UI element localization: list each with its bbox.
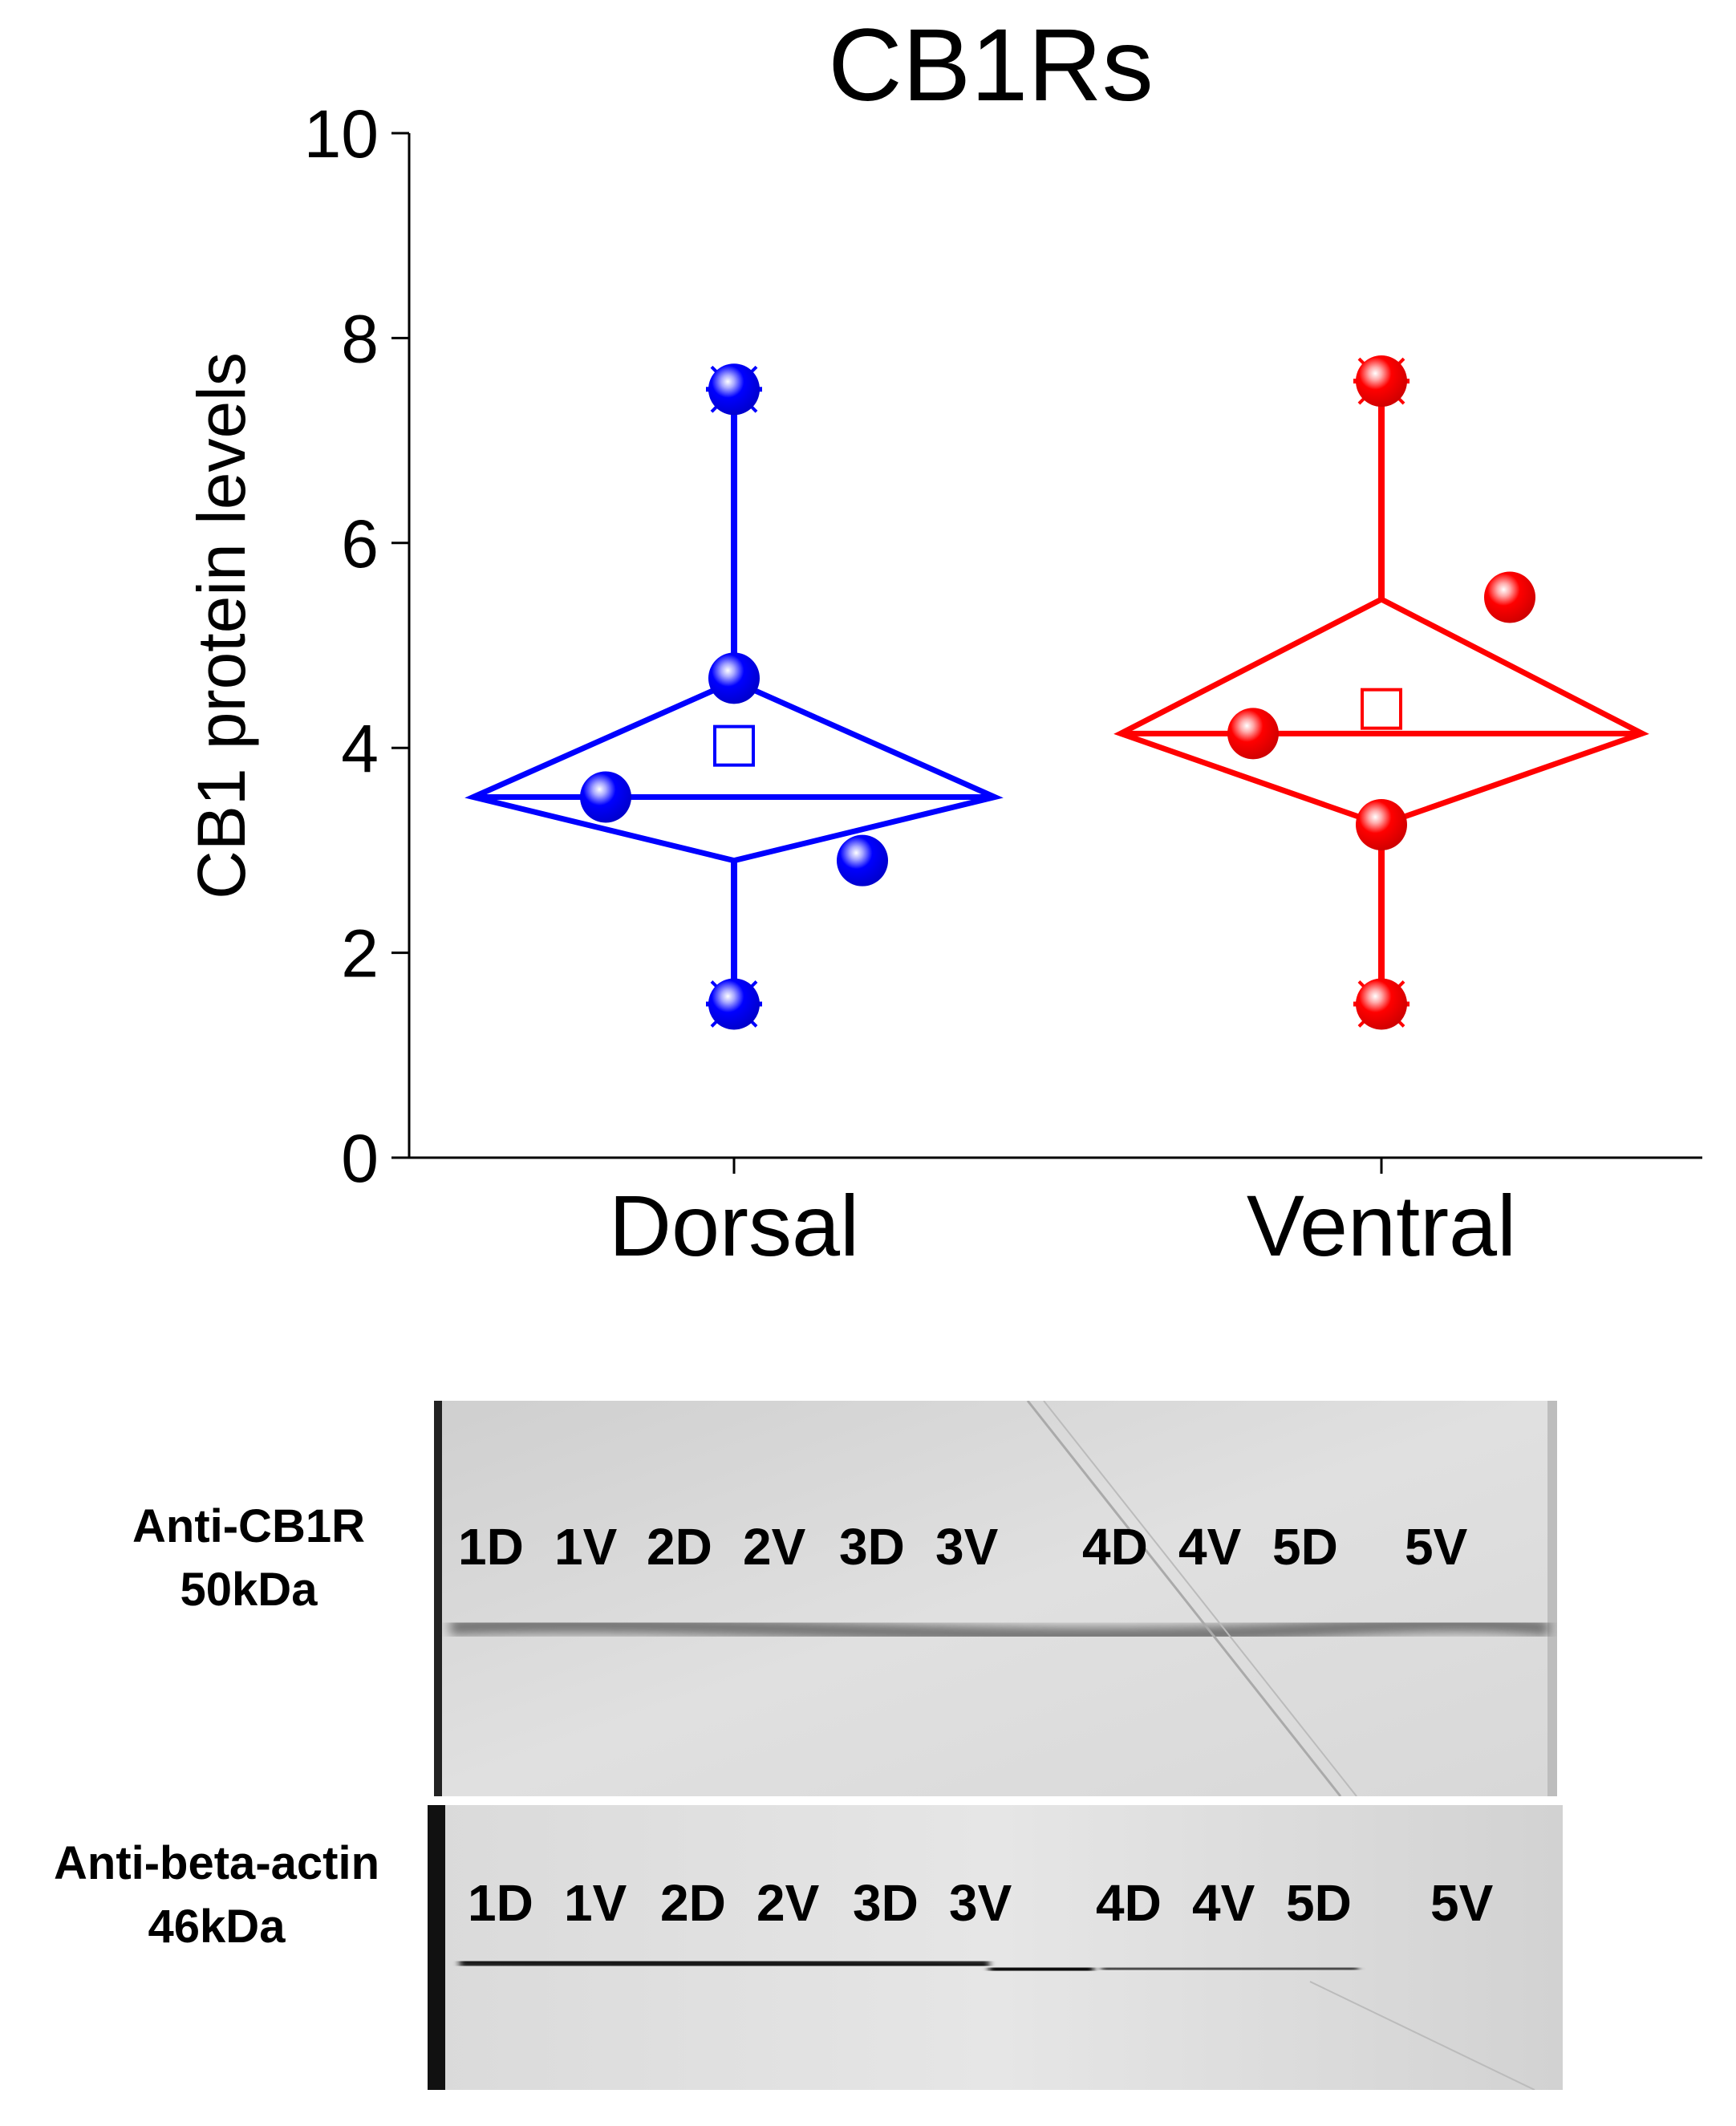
chart-title: CB1Rs — [828, 8, 1153, 123]
blot-image-actin: 1D 1V 2D 2V 3D 3V 4D 4V 5D 5V — [428, 1805, 1563, 2090]
lane-label-2v: 2V — [756, 1874, 820, 1932]
molecular-weight: 46kDa — [148, 1900, 286, 1953]
lane-label-5d: 5D — [1272, 1518, 1338, 1576]
lane-label-3v: 3V — [949, 1874, 1012, 1932]
data-point — [1484, 571, 1535, 623]
y-tick-label: 6 — [341, 506, 379, 582]
data-point — [708, 363, 760, 416]
blot-image-cb1r: 1D 1V 2D 2V 3D 3V 4D 4V 5D 5V — [434, 1401, 1557, 1796]
lane-label-4v: 4V — [1192, 1874, 1255, 1932]
y-tick-label: 2 — [341, 916, 379, 992]
x-tick-label: Dorsal — [609, 1177, 859, 1274]
plot-area — [464, 355, 1649, 1030]
lane-label-4d: 4D — [1082, 1518, 1148, 1576]
lane-label-5v: 5V — [1405, 1518, 1468, 1576]
y-tick-label: 8 — [341, 301, 379, 376]
data-point — [708, 652, 760, 704]
y-tick-label: 0 — [341, 1121, 379, 1196]
data-point — [1356, 355, 1407, 408]
axes: 0 2 4 6 8 10 Dorsal Ventral — [304, 96, 1702, 1274]
antibody-name: Anti-beta-actin — [54, 1837, 379, 1889]
blot-background — [428, 1805, 1563, 2090]
diamond-box — [464, 678, 1004, 864]
y-axis-label: CB1 protein levels — [184, 352, 259, 899]
data-point — [837, 834, 888, 887]
lane-label-2d: 2D — [647, 1518, 712, 1576]
y-tick-label: 10 — [304, 96, 379, 172]
x-tick-label: Ventral — [1247, 1177, 1516, 1274]
data-point — [1356, 798, 1407, 850]
lane-label-2d: 2D — [660, 1874, 726, 1932]
blot-label-cb1r: Anti-CB1R 50kDa — [96, 1500, 401, 1617]
chart: CB1Rs CB1 protein levels 0 2 4 6 8 10 Dorsal Ve… — [184, 8, 1702, 1274]
series-ventral — [1113, 355, 1649, 1030]
molecular-weight: 50kDa — [180, 1563, 318, 1616]
blot-label-actin: Anti-beta-actin 46kDa — [8, 1837, 425, 1954]
lane-label-3d: 3D — [853, 1874, 919, 1932]
lane-label-1d: 1D — [468, 1874, 533, 1932]
lane-label-5v: 5V — [1430, 1874, 1494, 1932]
y-tick-label: 4 — [341, 711, 379, 786]
lane-label-1v: 1V — [564, 1874, 627, 1932]
series-dorsal — [464, 363, 1004, 1030]
lane-label-2v: 2V — [743, 1518, 806, 1576]
lane-label-1v: 1V — [554, 1518, 618, 1576]
antibody-name: Anti-CB1R — [132, 1500, 365, 1552]
blot-background — [434, 1401, 1557, 1796]
data-point — [580, 771, 631, 823]
data-point — [708, 978, 760, 1030]
lane-label-4d: 4D — [1096, 1874, 1162, 1932]
lane-label-1d: 1D — [458, 1518, 524, 1576]
data-point — [1227, 708, 1279, 760]
mean-marker — [713, 724, 755, 767]
mean-marker — [1361, 688, 1402, 730]
data-point — [1356, 978, 1407, 1030]
lane-label-4v: 4V — [1178, 1518, 1242, 1576]
lane-label-3v: 3V — [935, 1518, 999, 1576]
lane-label-3d: 3D — [839, 1518, 905, 1576]
lane-label-5d: 5D — [1286, 1874, 1352, 1932]
